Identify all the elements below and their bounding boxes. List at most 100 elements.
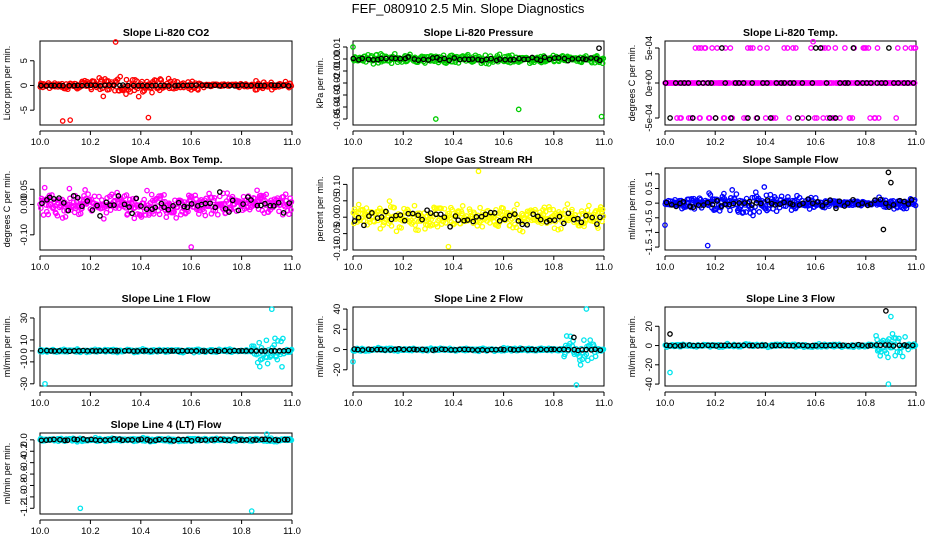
panel-line4: Slope Line 4 (LT) Flow 10.0 10.2 10.4 10.6 10… [2,419,301,537]
data-point [250,437,256,443]
x-tick-label: 10.2 [394,262,413,273]
data-point [248,197,254,203]
data-point [96,193,102,200]
data-point [193,348,200,354]
data-point [158,200,165,207]
data-point [368,346,375,353]
data-point [880,226,887,233]
data-point [138,203,144,209]
data-point [415,57,422,63]
x-tick-label: 10.0 [344,398,363,409]
x-tick-label: 10.8 [857,398,876,409]
data-point [512,221,518,228]
panel-title: Slope Line 4 (LT) Flow [111,419,222,431]
data-point [388,216,395,223]
data-point [507,346,514,353]
data-point [248,348,255,354]
data-point [135,93,142,100]
data-point [727,207,733,214]
data-point [883,308,889,314]
data-point [91,193,98,200]
data-point [577,362,584,368]
data-point [473,213,480,220]
data-point [117,73,124,80]
data-point [749,202,755,208]
data-point [275,82,282,89]
data-point [515,106,522,113]
y-tick-label: 20 [644,321,655,332]
data-point [699,342,706,349]
data-point [119,437,126,444]
data-point [709,45,715,51]
data-point [863,45,869,51]
data-point [432,116,439,122]
data-point [773,208,780,215]
data-point [730,200,737,207]
data-point [369,210,375,216]
data-point [97,348,103,354]
y-tick-label: -1.2 [19,500,30,516]
data-point [254,187,260,194]
data-point [556,213,563,220]
data-point [123,76,130,83]
data-point [814,199,821,205]
data-point [469,347,476,353]
plot-frame [352,40,605,126]
data-point [161,192,167,198]
data-point [48,348,54,354]
data-point [62,213,69,220]
data-point [229,193,236,200]
data-point [240,201,246,207]
panel-title: Slope Li-820 Temp. [743,27,838,39]
y-axis-label: Licor ppm per min. [2,46,12,121]
data-point [440,52,447,59]
data-point [280,82,287,89]
data-point [762,115,769,121]
x-tick-label: 10.2 [81,262,100,273]
data-point [757,200,764,207]
data-point [350,358,356,365]
data-point [438,346,445,353]
y-tick-label: -40 [644,377,655,391]
data-point [885,381,892,387]
x-tick-label: 10.0 [656,398,675,409]
x-tick-label: 10.4 [444,137,463,148]
data-point [208,437,215,443]
data-point [429,347,436,353]
data-point [864,202,871,209]
plot-frame [39,167,293,251]
data-point [896,335,902,342]
data-point [781,199,787,206]
data-point [778,80,785,86]
data-point [805,196,811,202]
data-point [850,342,857,349]
data-point [542,208,549,215]
data-point [865,342,871,349]
x-tick-label: 10.0 [31,526,50,537]
data-point [124,82,131,89]
series-selected [350,45,603,64]
data-point [66,82,73,89]
data-point [441,55,448,62]
panel-pressure: Slope Li-820 Pressure 10.0 10.2 10.4 10.6 10.… [315,27,613,148]
data-point [905,80,911,86]
y-axis-label: percent per min. [315,176,325,241]
data-point [60,82,66,89]
data-point [558,225,564,232]
data-point [424,207,430,214]
data-point [355,214,362,221]
x-tick-label: 10.6 [182,526,201,537]
data-point [478,213,485,220]
data-point [141,196,148,203]
data-point [100,215,107,222]
data-point [819,202,826,209]
data-point [740,209,747,216]
data-point [849,115,856,121]
data-point [419,216,425,223]
data-point [598,113,605,120]
data-point [139,348,146,354]
data-point [221,82,228,89]
y-tick-label: 40 [332,304,343,315]
data-point [149,89,155,96]
